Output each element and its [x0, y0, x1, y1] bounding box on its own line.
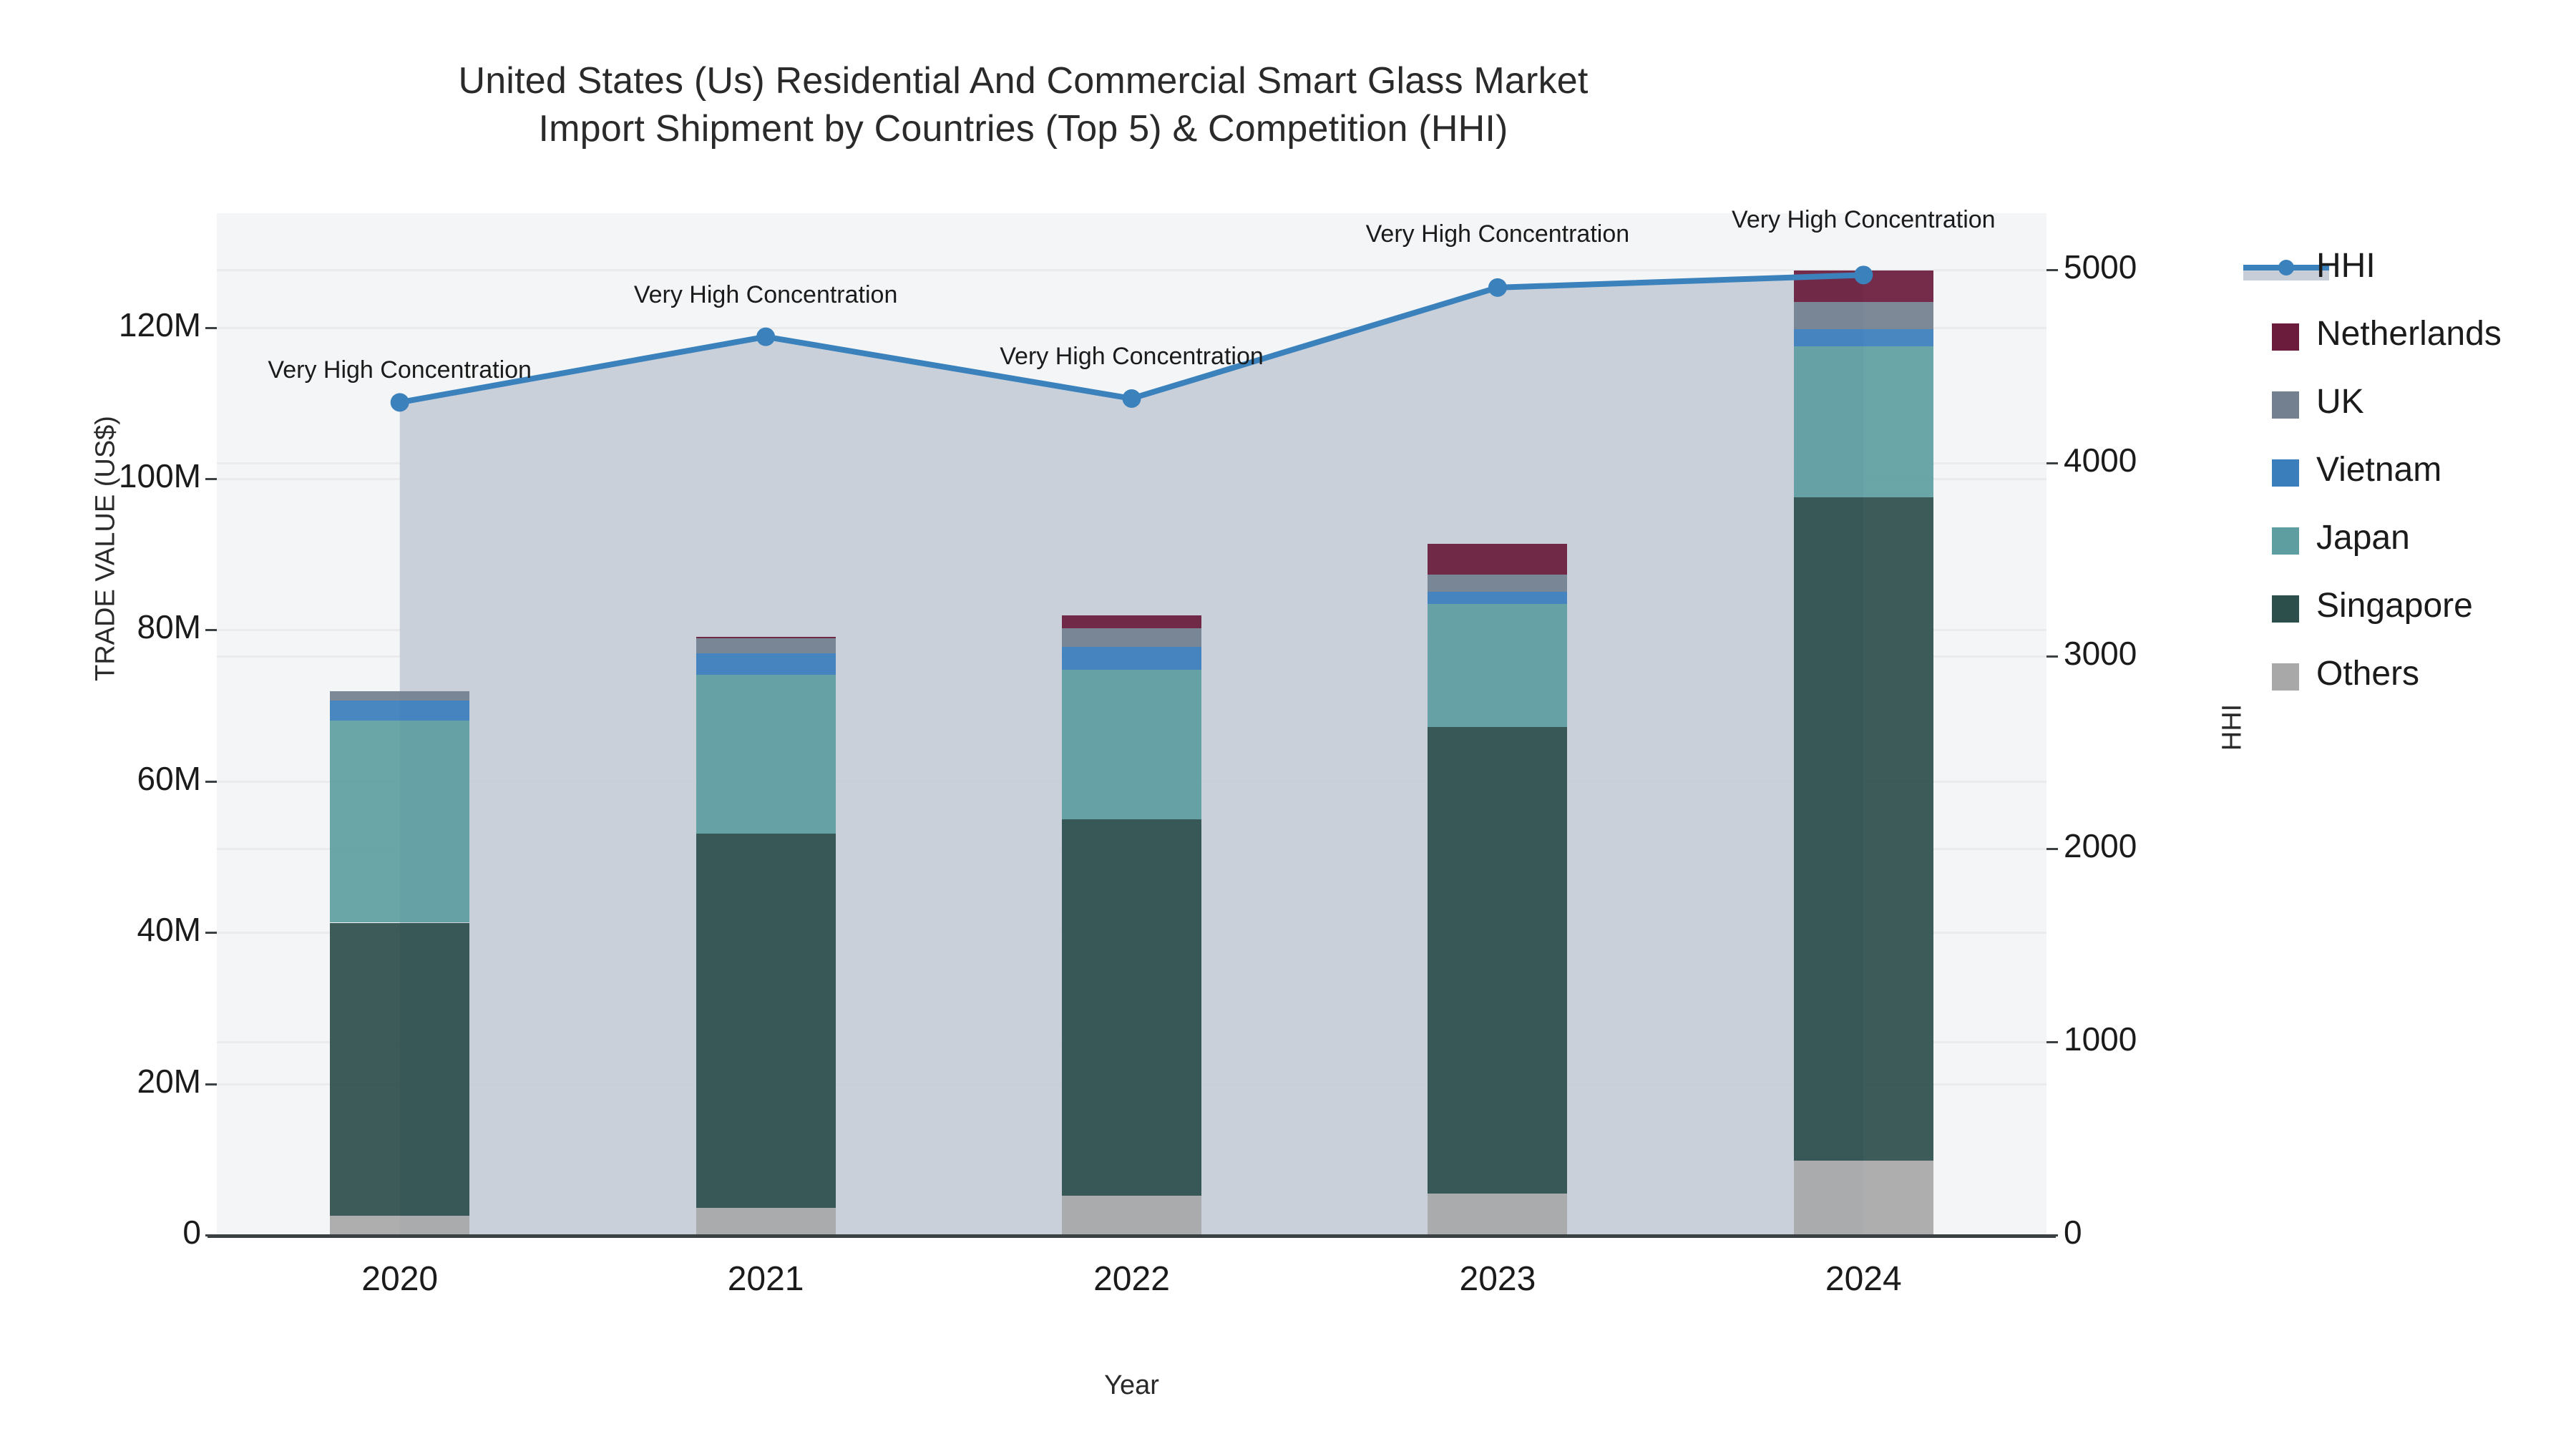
x-axis-tick-label-2022: 2022 — [1093, 1260, 1170, 1298]
bar-segment-others[interactable] — [1428, 1193, 1568, 1234]
legend-label: Netherlands — [2316, 315, 2502, 353]
bar-segment-others[interactable] — [330, 1215, 470, 1234]
bar-segment-singapore[interactable] — [1428, 726, 1568, 1194]
bar-segment-others[interactable] — [1793, 1161, 1933, 1234]
bar-segment-vietnam[interactable] — [1793, 328, 1933, 347]
x-axis-line — [208, 1234, 2056, 1238]
hhi-point-annotation: Very High Concentration — [1000, 342, 1264, 370]
hhi-point-annotation: Very High Concentration — [1365, 220, 1630, 248]
bar-segment-others[interactable] — [1062, 1196, 1201, 1234]
y-axis-left-tick-label: 100M — [118, 457, 201, 494]
y-axis-right-tick — [2046, 1234, 2058, 1236]
gridline-left — [217, 326, 2046, 329]
bar-segment-singapore[interactable] — [330, 922, 470, 1216]
legend-item-netherlands[interactable]: Netherlands — [2272, 304, 2572, 372]
bar-segment-vietnam[interactable] — [330, 700, 470, 721]
bar-segment-vietnam[interactable] — [1062, 646, 1201, 670]
legend-label: HHI — [2316, 247, 2376, 285]
y-axis-right-tick-label: 0 — [2064, 1214, 2082, 1251]
hhi-point-annotation: Very High Concentration — [633, 280, 898, 308]
bar-segment-uk[interactable] — [1428, 575, 1568, 592]
legend-swatch-icon — [2272, 595, 2299, 623]
legend-label: Others — [2316, 655, 2420, 693]
y-axis-right-tick — [2046, 269, 2058, 272]
y-axis-right-tick — [2046, 848, 2058, 851]
x-axis-label: Year — [1104, 1370, 1159, 1400]
legend-item-singapore[interactable]: Singapore — [2272, 576, 2572, 644]
bar-segment-vietnam[interactable] — [696, 653, 836, 675]
y-axis-left-tick — [205, 477, 217, 480]
legend-item-others[interactable]: Others — [2272, 644, 2572, 712]
y-axis-left-tick-label: 20M — [137, 1062, 201, 1100]
bar-segment-singapore[interactable] — [1793, 497, 1933, 1161]
y-axis-left-tick — [205, 1234, 217, 1236]
y-axis-right-tick-label: 3000 — [2064, 634, 2137, 672]
y-axis-right-tick-label: 4000 — [2064, 441, 2137, 479]
bar-segment-netherlands[interactable] — [1428, 543, 1568, 575]
legend-item-vietnam[interactable]: Vietnam — [2272, 440, 2572, 508]
x-axis-tick-label-2021: 2021 — [727, 1260, 804, 1298]
bar-segment-uk[interactable] — [330, 691, 470, 701]
x-axis-tick-label-2023: 2023 — [1459, 1260, 1536, 1298]
bar-segment-japan[interactable] — [330, 721, 470, 923]
bar-segment-others[interactable] — [696, 1208, 836, 1234]
hhi-point-annotation: Very High Concentration — [1732, 206, 1996, 234]
hhi-point-annotation: Very High Concentration — [268, 356, 532, 384]
legend-swatch-icon — [2272, 663, 2299, 691]
legend-item-hhi[interactable]: HHI — [2243, 236, 2572, 304]
y-axis-left-tick — [205, 326, 217, 329]
legend-swatch-icon — [2272, 459, 2299, 487]
bar-segment-singapore[interactable] — [1062, 819, 1201, 1196]
y-axis-right-tick-label: 5000 — [2064, 248, 2137, 286]
legend-label: Vietnam — [2316, 451, 2442, 489]
y-axis-right-tick-label: 1000 — [2064, 1020, 2137, 1058]
y-axis-left-tick-label: 120M — [118, 306, 201, 343]
y-axis-left-tick — [205, 1083, 217, 1085]
y-axis-left-tick-label: 40M — [137, 911, 201, 949]
y-axis-right-tick — [2046, 462, 2058, 464]
chart-title-line-1: United States (Us) Residential And Comme… — [458, 60, 1589, 102]
y-axis-right-tick — [2046, 1041, 2058, 1044]
y-axis-left-tick-label: 80M — [137, 608, 201, 646]
y-axis-left-tick — [205, 932, 217, 935]
bar-segment-uk[interactable] — [696, 638, 836, 654]
bar-segment-uk[interactable] — [1062, 628, 1201, 647]
legend-swatch-icon — [2272, 323, 2299, 351]
y-axis-right-tick-label: 2000 — [2064, 827, 2137, 865]
chart-title-line-2: Import Shipment by Countries (Top 5) & C… — [538, 107, 1508, 150]
y-axis-left-label: TRADE VALUE (US$) — [90, 416, 121, 681]
y-axis-left-tick — [205, 629, 217, 632]
gridline-right — [217, 269, 2046, 272]
x-axis-tick-label-2020: 2020 — [361, 1260, 439, 1298]
bar-segment-vietnam[interactable] — [1428, 591, 1568, 605]
y-axis-right-tick — [2046, 655, 2058, 658]
bar-segment-netherlands[interactable] — [696, 636, 836, 639]
x-axis-tick-label-2024: 2024 — [1825, 1260, 1902, 1298]
y-axis-left-tick-label: 0 — [182, 1214, 201, 1251]
y-axis-left-tick — [205, 780, 217, 783]
bar-segment-japan[interactable] — [1428, 604, 1568, 727]
bar-segment-japan[interactable] — [696, 674, 836, 834]
legend-label: Japan — [2316, 519, 2410, 557]
legend-label: UK — [2316, 383, 2364, 421]
bar-segment-netherlands[interactable] — [1062, 615, 1201, 629]
bar-segment-japan[interactable] — [1793, 346, 1933, 498]
legend-line-marker-icon — [2243, 258, 2329, 280]
legend-swatch-icon — [2272, 391, 2299, 419]
bar-segment-japan[interactable] — [1062, 670, 1201, 819]
legend-swatch-icon — [2272, 527, 2299, 555]
y-axis-right-label: HHI — [2217, 703, 2248, 751]
hhi-line[interactable] — [217, 213, 2046, 1234]
bar-segment-singapore[interactable] — [696, 833, 836, 1208]
legend-item-uk[interactable]: UK — [2272, 372, 2572, 440]
legend-item-japan[interactable]: Japan — [2272, 508, 2572, 576]
page-title: United States (Us) Residential And Comme… — [0, 57, 2046, 152]
bar-segment-uk[interactable] — [1793, 301, 1933, 329]
legend-label: Singapore — [2316, 587, 2473, 625]
y-axis-left-tick-label: 60M — [137, 759, 201, 797]
legend: HHI Netherlands UK Vietnam Japan Singapore Oth… — [2243, 236, 2572, 712]
